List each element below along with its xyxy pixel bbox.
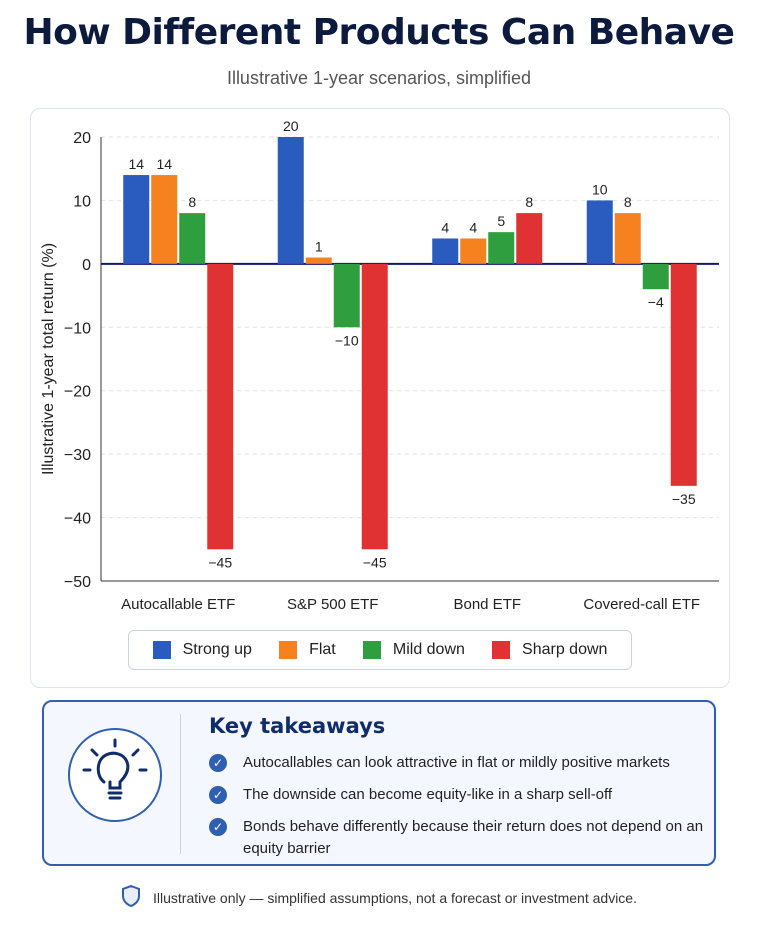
takeaway-text: Autocallables can look attractive in fla… xyxy=(243,754,670,771)
y-tick-label: −30 xyxy=(64,447,91,464)
legend-swatch xyxy=(362,641,381,659)
key-takeaways-panel: Key takeaways ✓ Autocallables can look a… xyxy=(42,700,716,866)
legend-label: Mild down xyxy=(392,641,465,658)
data-label: −4 xyxy=(648,294,664,310)
x-tick-label: Covered-call ETF xyxy=(583,596,700,613)
bar-mild-down xyxy=(333,263,360,328)
bar-strong-up xyxy=(586,200,613,264)
bar-strong-up xyxy=(123,175,150,264)
legend-item: Strong up xyxy=(152,641,252,659)
takeaway-text: Bonds behave differently because their r… xyxy=(243,818,704,857)
data-label: 14 xyxy=(128,156,144,172)
y-tick-label: −50 xyxy=(64,574,91,591)
x-tick-label: S&P 500 ETF xyxy=(287,596,378,613)
panel-divider xyxy=(180,714,181,854)
data-label: 5 xyxy=(497,213,505,229)
chart-card: 20 10 0 −10 −20 −30 −40 −50 Illustrative 1-year … xyxy=(30,108,730,688)
takeaways-list: ✓ Autocallables can look attractive in f… xyxy=(209,752,709,870)
bar-mild-down xyxy=(642,263,669,290)
takeaway-text: The downside can become equity-like in a… xyxy=(243,786,613,803)
y-tick-label: −20 xyxy=(64,384,91,401)
legend-label: Sharp down xyxy=(522,641,608,658)
lightbulb-icon xyxy=(68,728,162,822)
legend-label: Flat xyxy=(309,641,336,658)
data-label: 1 xyxy=(315,239,323,255)
list-item: ✓ Autocallables can look attractive in f… xyxy=(209,752,709,774)
bar-strong-up xyxy=(432,238,459,264)
list-item: ✓ Bonds behave differently because their… xyxy=(209,816,709,860)
data-label: 14 xyxy=(156,156,172,172)
data-label: 8 xyxy=(525,194,533,210)
footer-text: Illustrative only — simplified assumptio… xyxy=(153,889,637,906)
y-tick-label: −10 xyxy=(64,320,91,337)
bar-flat xyxy=(614,213,641,264)
y-tick-label: 20 xyxy=(73,130,91,147)
x-tick-label: Autocallable ETF xyxy=(121,596,235,613)
y-tick-label: −40 xyxy=(64,511,91,528)
bar-flat xyxy=(305,257,332,264)
data-label: 8 xyxy=(188,194,196,210)
data-label: 10 xyxy=(592,181,608,197)
y-axis-label: Illustrative 1-year total return (%) xyxy=(40,243,57,475)
data-label: −45 xyxy=(363,554,387,570)
legend-swatch xyxy=(152,641,171,659)
legend-item: Mild down xyxy=(362,641,465,659)
data-label: 4 xyxy=(441,219,449,235)
bar-flat xyxy=(460,238,487,264)
bar-strong-up xyxy=(277,137,304,264)
data-label: 20 xyxy=(283,118,299,134)
y-tick-label: 0 xyxy=(82,257,91,274)
data-label: −45 xyxy=(208,554,232,570)
x-tick-label: Bond ETF xyxy=(453,596,521,613)
data-label: 8 xyxy=(624,194,632,210)
bar-mild-down xyxy=(488,232,515,264)
page-title: How Different Products Can Behave xyxy=(23,12,735,53)
y-tick-label: 10 xyxy=(73,193,91,210)
legend-swatch xyxy=(492,641,511,659)
chart-legend: Strong up Flat Mild down Sharp down xyxy=(128,630,632,670)
footer-note: Illustrative only — simplified assumptio… xyxy=(0,884,758,910)
bar-sharp-down xyxy=(207,263,234,550)
data-label: −35 xyxy=(672,491,696,507)
bar-flat xyxy=(151,175,178,264)
shield-icon xyxy=(121,884,141,910)
takeaways-title: Key takeaways xyxy=(209,714,386,738)
check-icon: ✓ xyxy=(209,786,227,804)
check-icon: ✓ xyxy=(209,754,227,772)
bar-sharp-down xyxy=(516,213,543,264)
bar-sharp-down xyxy=(670,263,697,486)
bar-sharp-down xyxy=(361,263,388,550)
list-item: ✓ The downside can become equity-like in… xyxy=(209,784,709,806)
page-subtitle: Illustrative 1-year scenarios, simplifie… xyxy=(226,68,532,88)
data-label: 4 xyxy=(469,219,477,235)
legend-item: Flat xyxy=(279,641,336,659)
data-label: −10 xyxy=(335,332,359,348)
check-icon: ✓ xyxy=(209,818,227,836)
legend-label: Strong up xyxy=(182,641,252,658)
bar-chart: 20 10 0 −10 −20 −30 −40 −50 Illustrative 1-year … xyxy=(40,118,719,613)
legend-item: Sharp down xyxy=(492,641,607,659)
bar-mild-down xyxy=(179,213,206,264)
legend-swatch xyxy=(279,641,298,659)
